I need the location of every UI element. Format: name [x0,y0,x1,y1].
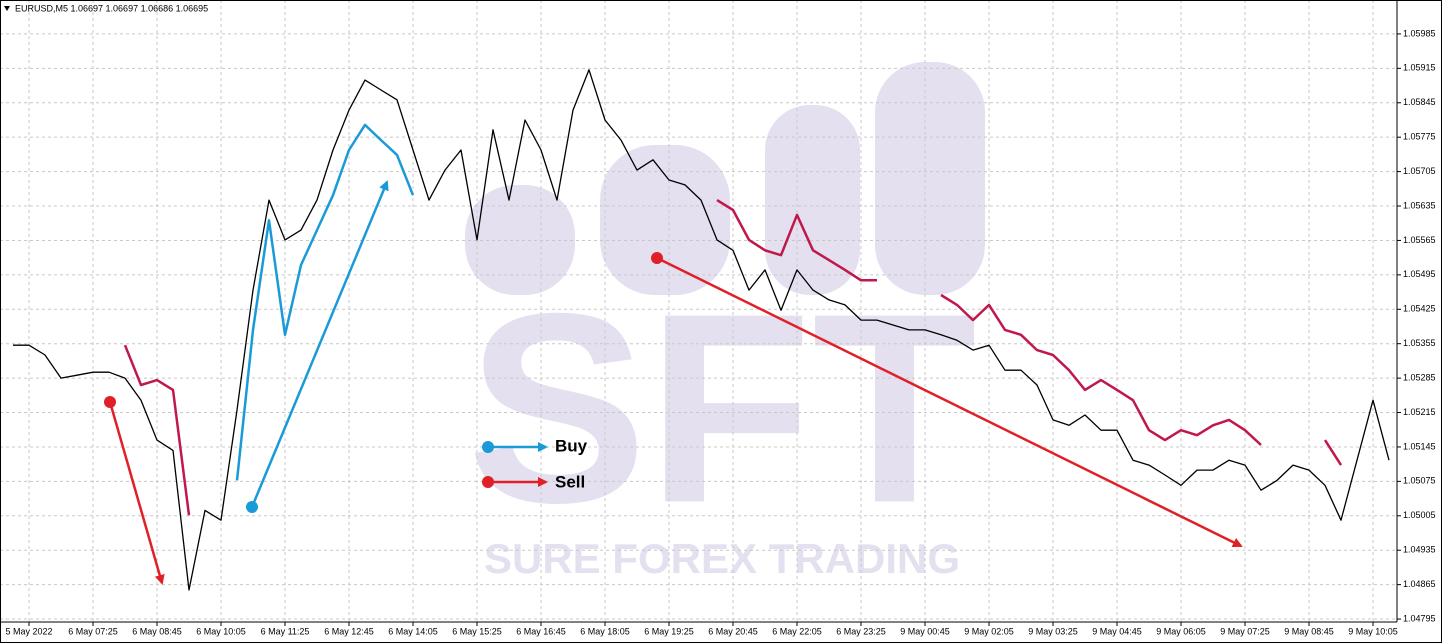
watermark-tagline: SURE FOREX TRADING [484,535,960,582]
y-tick-label: 1.05495 [1403,269,1436,279]
x-tick-label: 6 May 07:25 [68,626,118,636]
sell-arrow [108,401,165,585]
watermark-logo: SFT [467,258,977,559]
x-tick-label: 6 May 16:45 [516,626,566,636]
x-tick-label: 9 May 03:25 [1028,626,1078,636]
y-tick-label: 1.05005 [1403,510,1436,520]
y-tick-label: 1.05355 [1403,338,1436,348]
y-tick-label: 1.05985 [1403,28,1436,38]
price-line [13,69,1390,591]
y-tick-label: 1.04935 [1403,545,1436,555]
price-line [123,199,1343,516]
legend-sell-label: Sell [555,472,585,491]
y-tick-label: 1.05705 [1403,166,1436,176]
x-tick-label: 6 May 19:25 [644,626,694,636]
x-tick-label: 6 May 12:45 [324,626,374,636]
y-tick-label: 1.05565 [1403,235,1436,245]
y-tick-label: 1.05635 [1403,200,1436,210]
legend-buy-dot [482,441,494,453]
signal-arrows: Buy Sell [104,180,1243,585]
y-tick-label: 1.05425 [1403,304,1436,314]
x-tick-label: 9 May 10:05 [1348,626,1398,636]
buy-dot [246,501,258,513]
watermark-shape [765,105,860,295]
y-tick-label: 1.05075 [1403,476,1436,486]
symbol-menu-icon[interactable] [4,6,10,11]
y-tick-label: 1.05215 [1403,407,1436,417]
x-tick-label: 9 May 00:45 [900,626,950,636]
y-tick-label: 1.05915 [1403,63,1436,73]
legend-buy-label: Buy [555,436,588,455]
y-tick-label: 1.05845 [1403,97,1436,107]
grid [0,0,1397,622]
watermark-shape [465,185,575,295]
watermark-shape [875,62,985,295]
x-tick-label: 6 May 15:25 [452,626,502,636]
watermark: SFT SURE FOREX TRADING [465,62,985,582]
x-tick-label: 6 May 20:45 [708,626,758,636]
watermark-shape [600,145,730,295]
sell-dot [104,396,116,408]
x-tick-label: 9 May 02:05 [964,626,1014,636]
sell-dot [651,252,663,264]
x-tick-label: 6 May 10:05 [196,626,246,636]
y-tick-label: 1.04795 [1403,613,1436,623]
y-tick-label: 1.05145 [1403,441,1436,451]
price-lines [13,69,1390,591]
x-tick-label: 6 May 18:05 [580,626,630,636]
sell-arrow [656,256,1243,548]
y-tick-label: 1.05285 [1403,372,1436,382]
buy-arrow [250,180,389,508]
x-tick-label: 9 May 07:25 [1220,626,1270,636]
x-tick-label: 6 May 11:25 [261,626,310,636]
x-tick-label: 9 May 08:45 [1284,626,1334,636]
price-line [235,123,415,481]
x-tick-label: 5 May 2022 [5,626,52,636]
y-tick-label: 1.05775 [1403,132,1436,142]
x-tick-label: 6 May 23:25 [836,626,886,636]
x-tick-label: 9 May 04:45 [1092,626,1142,636]
chart-title: EURUSD,M5 1.06697 1.06697 1.06686 1.0669… [15,3,208,13]
y-tick-label: 1.04865 [1403,579,1436,589]
x-tick-label: 9 May 06:05 [1156,626,1206,636]
legend-sell-dot [482,476,494,488]
x-tick-label: 6 May 14:05 [388,626,438,636]
x-tick-label: 6 May 22:05 [772,626,822,636]
x-tick-label: 6 May 08:45 [132,626,182,636]
